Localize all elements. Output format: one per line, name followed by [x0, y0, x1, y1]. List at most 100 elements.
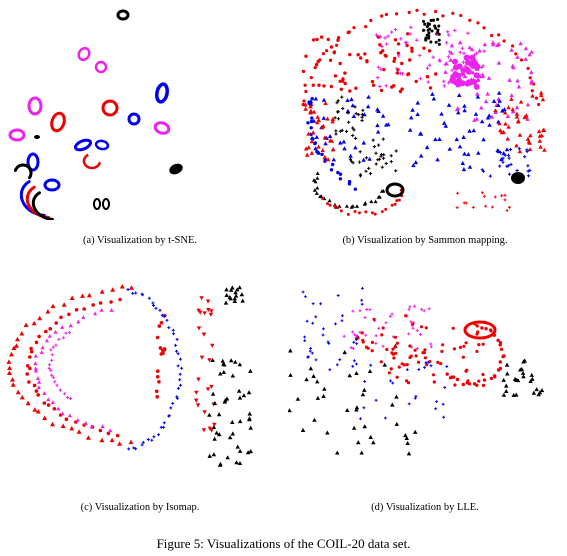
data-point: [347, 373, 352, 378]
data-point: [356, 440, 361, 445]
data-point: [380, 165, 384, 169]
data-point: [233, 290, 238, 295]
cluster-curve: [153, 121, 171, 135]
data-point: [419, 332, 422, 336]
data-point: [519, 58, 524, 62]
data-point: [303, 102, 308, 107]
data-point: [371, 83, 376, 87]
data-point: [306, 121, 310, 125]
cluster-curve: [77, 46, 91, 62]
data-point: [354, 371, 359, 375]
data-point: [536, 129, 542, 134]
data-point: [248, 368, 253, 373]
data-point: [201, 332, 207, 337]
data-point: [29, 346, 33, 351]
data-point: [326, 202, 329, 206]
data-point: [515, 54, 520, 59]
data-point: [498, 360, 502, 364]
data-point: [357, 160, 362, 164]
data-point: [65, 395, 70, 400]
cluster-curve: [31, 191, 54, 220]
data-point: [209, 309, 214, 314]
data-point: [538, 144, 543, 149]
data-point: [433, 24, 437, 28]
data-point: [446, 55, 451, 59]
data-point: [413, 304, 417, 308]
data-point: [360, 331, 364, 335]
data-point: [443, 69, 448, 74]
data-point: [234, 460, 239, 465]
cluster-curve: [82, 154, 101, 170]
data-point: [480, 73, 486, 78]
data-point: [389, 30, 394, 34]
data-point: [488, 174, 492, 178]
data-point: [356, 53, 360, 57]
data-point: [459, 13, 463, 18]
data-point: [424, 326, 428, 330]
data-point: [155, 335, 160, 340]
data-point: [379, 67, 383, 72]
data-point: [74, 308, 79, 312]
data-point: [491, 205, 494, 209]
data-point: [85, 435, 91, 440]
data-point: [309, 347, 312, 350]
data-point: [50, 353, 54, 357]
data-point: [27, 380, 31, 384]
data-point: [406, 32, 410, 36]
data-point: [441, 14, 445, 18]
data-point: [417, 368, 421, 371]
panel-b-caption: (b) Visualization by Sammon mapping.: [342, 235, 508, 246]
cluster-curve: [102, 197, 110, 211]
data-point: [344, 129, 349, 134]
lle-scatter: [288, 287, 545, 456]
data-point: [196, 326, 202, 331]
data-point: [374, 334, 378, 338]
data-point: [205, 299, 211, 304]
data-point: [496, 338, 500, 342]
data-point: [338, 79, 342, 84]
data-point: [457, 40, 463, 45]
data-point: [500, 194, 504, 198]
data-point: [365, 308, 369, 311]
data-point: [392, 59, 396, 63]
data-point: [462, 51, 466, 55]
data-point: [359, 56, 363, 60]
cluster-curve: [101, 99, 119, 117]
data-point: [383, 36, 387, 40]
data-point: [329, 138, 335, 143]
data-point: [461, 134, 466, 139]
data-point: [109, 437, 115, 443]
data-point: [47, 334, 52, 338]
data-point: [508, 206, 511, 209]
data-point: [365, 104, 371, 109]
data-point: [377, 143, 381, 147]
data-point: [230, 419, 235, 424]
data-point: [44, 329, 48, 334]
data-point: [534, 96, 539, 100]
data-point: [423, 348, 427, 352]
data-point: [489, 328, 493, 332]
data-point: [364, 25, 368, 29]
data-point: [45, 309, 51, 314]
data-point: [372, 317, 376, 321]
data-point: [481, 372, 485, 377]
data-point: [360, 115, 364, 119]
data-point: [409, 115, 414, 120]
data-point: [467, 164, 473, 169]
data-point: [165, 318, 169, 322]
data-point: [304, 377, 309, 382]
data-point: [395, 12, 399, 16]
data-point: [40, 345, 45, 350]
data-point: [76, 429, 82, 434]
data-point: [403, 433, 408, 438]
data-point: [463, 54, 470, 61]
data-point: [496, 103, 501, 107]
data-point: [304, 89, 308, 94]
data-point: [393, 38, 398, 42]
data-point: [175, 395, 179, 399]
data-point: [349, 97, 354, 102]
data-point: [510, 107, 515, 112]
data-point: [25, 372, 30, 376]
data-point: [311, 302, 315, 305]
data-point: [347, 120, 351, 124]
